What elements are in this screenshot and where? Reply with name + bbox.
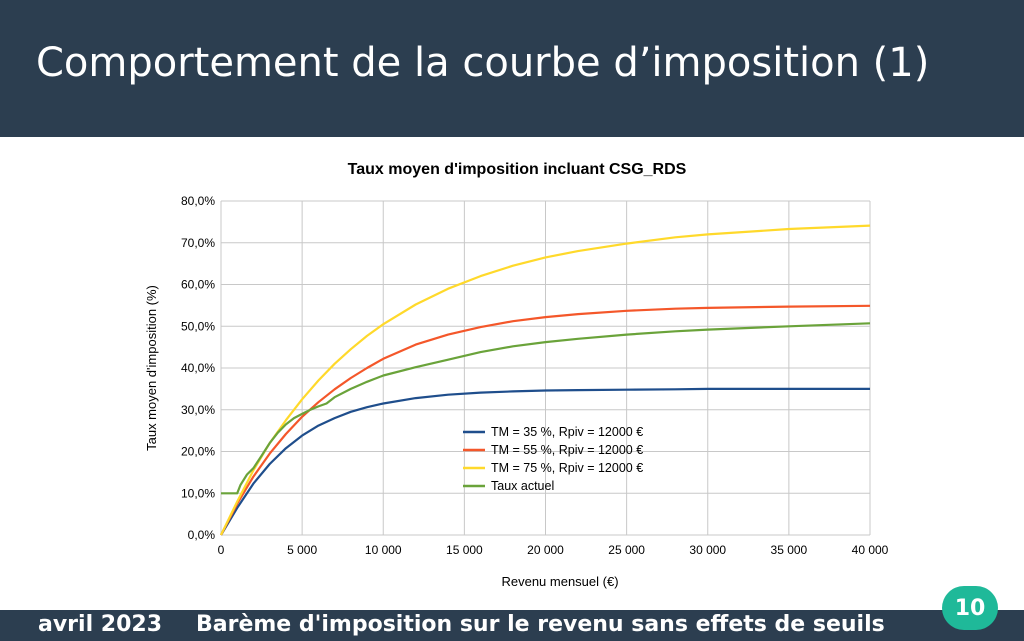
x-tick-label: 35 000 <box>771 543 808 557</box>
legend-label-1: TM = 35 %, Rpiv = 12000 € <box>491 425 643 439</box>
page-number-badge: 10 <box>942 586 998 630</box>
y-tick-label: 50,0% <box>181 319 215 333</box>
footer-subject: Barème d'imposition sur le revenu sans e… <box>196 612 885 637</box>
footer-date: avril 2023 <box>38 612 163 637</box>
legend-label-3: TM = 75 %, Rpiv = 12000 € <box>491 461 643 475</box>
line-chart: 0,0% 10,0% 20,0% 30,0% 40,0% 50,0% 60,0% 70,0% 8… <box>144 161 889 589</box>
y-tick-label: 40,0% <box>181 361 215 375</box>
series-line-4 <box>221 322 871 495</box>
legend-label-2: TM = 55 %, Rpiv = 12000 € <box>491 443 643 457</box>
chart-title: Taux moyen d'imposition incluant CSG_RDS <box>348 161 687 178</box>
x-tick-label: 30 000 <box>689 543 726 557</box>
x-tick-label: 25 000 <box>608 543 645 557</box>
y-tick-label: 0,0% <box>188 528 216 542</box>
x-tick-label: 0 <box>218 543 225 557</box>
y-tick-label: 10,0% <box>181 486 215 500</box>
y-axis-label: Taux moyen d'imposition (%) <box>144 285 159 451</box>
x-tick-label: 15 000 <box>446 543 483 557</box>
x-axis-label: Revenu mensuel (€) <box>501 574 618 589</box>
x-tick-label: 20 000 <box>527 543 564 557</box>
y-tick-label: 70,0% <box>181 236 215 250</box>
y-tick-label: 60,0% <box>181 278 215 292</box>
x-tick-label: 5 000 <box>287 543 317 557</box>
y-tick-label: 80,0% <box>181 194 215 208</box>
y-tick-label: 20,0% <box>181 445 215 459</box>
y-tick-label: 30,0% <box>181 403 215 417</box>
series-line-1 <box>220 387 870 536</box>
x-tick-label: 10 000 <box>365 543 402 557</box>
series-line-2 <box>220 304 871 536</box>
slide-header <box>0 0 1024 137</box>
legend-label-4: Taux actuel <box>491 479 554 493</box>
slide-title: Comportement de la courbe d’imposition (… <box>36 40 930 86</box>
x-tick-label: 40 000 <box>852 543 889 557</box>
slide-footer <box>0 610 1024 641</box>
